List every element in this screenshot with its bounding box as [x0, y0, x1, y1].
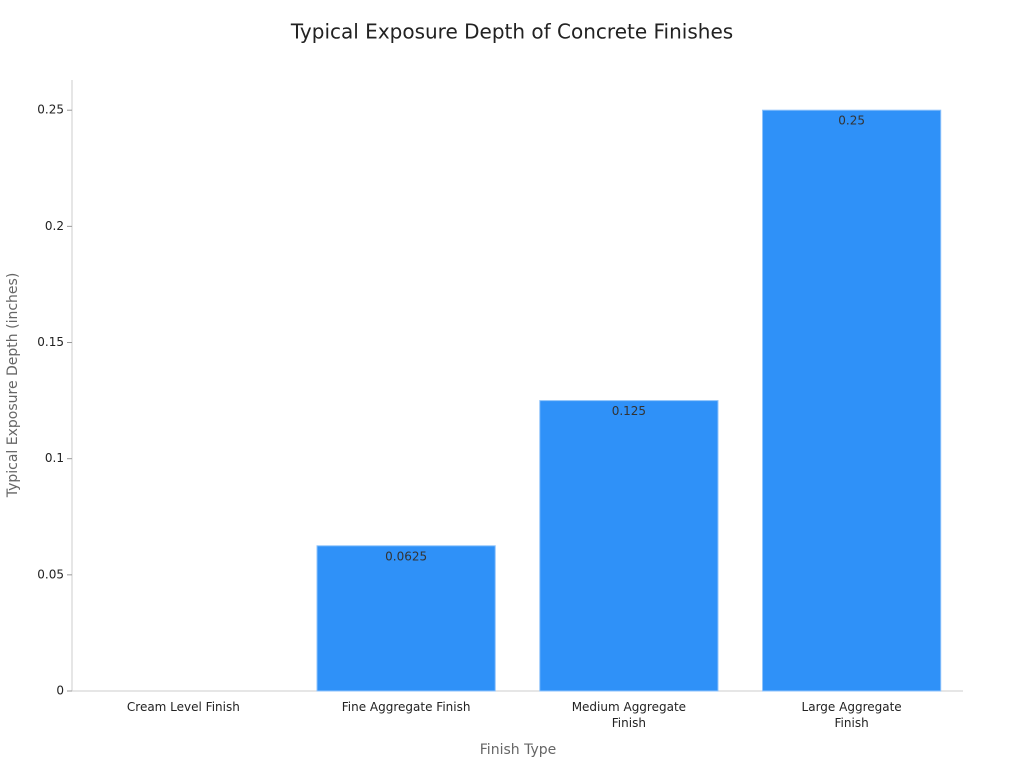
y-tick-label: 0.1: [45, 451, 64, 465]
bar: [762, 109, 942, 692]
data-label: 0.25: [838, 114, 865, 128]
bar: [316, 545, 496, 692]
chart-title: Typical Exposure Depth of Concrete Finis…: [290, 20, 733, 44]
y-tick-label: 0.2: [45, 219, 64, 233]
bar: [539, 400, 719, 692]
data-label: 0.0625: [385, 549, 427, 563]
x-tick-label: Medium Aggregate Finish: [571, 700, 687, 730]
y-tick-label: 0.05: [37, 567, 64, 581]
x-tick-label: Large Aggregate Finish: [801, 700, 902, 730]
x-axis-title: Finish Type: [480, 742, 556, 758]
y-tick-label: 0.15: [37, 335, 64, 349]
y-tick-label: 0.25: [37, 103, 64, 117]
data-label: 0.125: [612, 404, 646, 418]
y-tick-label: 0: [56, 684, 64, 698]
y-axis-title: Typical Exposure Depth (inches): [5, 273, 21, 499]
x-tick-label: Cream Level Finish: [126, 700, 240, 714]
x-tick-label: Fine Aggregate Finish: [341, 700, 471, 714]
